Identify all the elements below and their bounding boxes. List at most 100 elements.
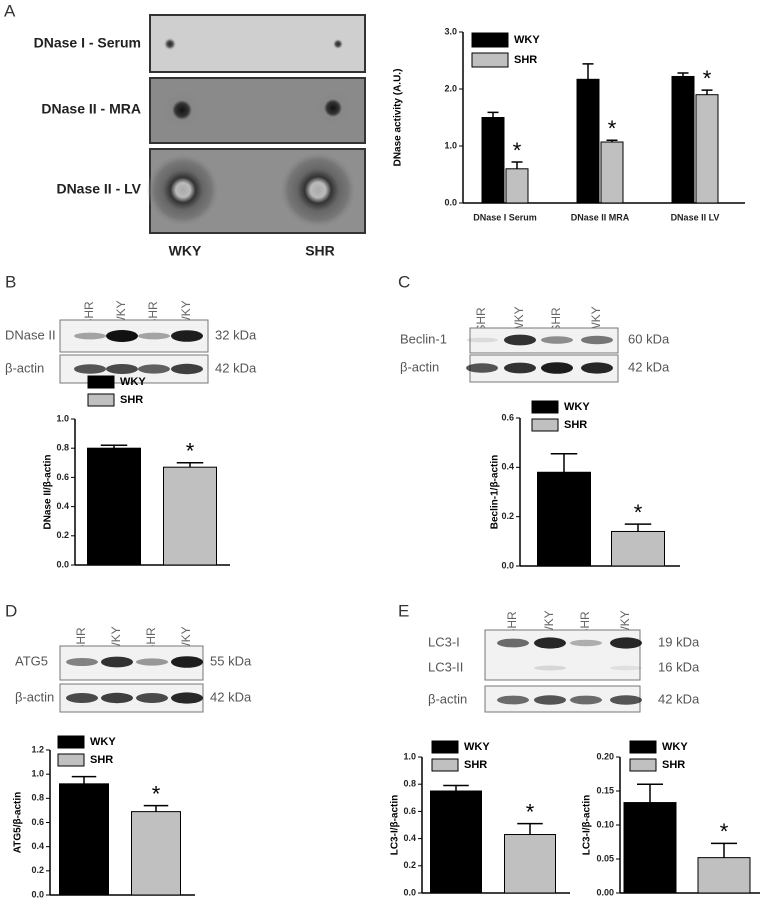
bar xyxy=(695,94,719,204)
y-tick-label: 0.8 xyxy=(56,443,69,453)
y-tick-label: 0.4 xyxy=(31,841,44,851)
y-tick-label: 2.0 xyxy=(444,83,457,93)
blot-box xyxy=(484,629,641,681)
y-tick-label: 0.8 xyxy=(403,779,416,789)
bar xyxy=(505,168,529,204)
y-tick-label: 1.0 xyxy=(56,413,69,423)
significance-star: * xyxy=(186,439,195,464)
blot-kda: 32 kDa xyxy=(215,327,257,342)
y-tick-label: 0.0 xyxy=(403,887,416,897)
error-bar xyxy=(176,462,204,468)
blot-band xyxy=(581,335,613,345)
error-bar xyxy=(582,63,594,80)
legend-swatch xyxy=(57,735,85,749)
blot-band xyxy=(504,362,536,374)
blot-band xyxy=(136,658,168,666)
error-bar xyxy=(143,804,169,812)
lane-label: WKY xyxy=(589,306,603,333)
significance-star: * xyxy=(608,116,617,141)
panel-letter: D xyxy=(5,601,17,620)
blot-band xyxy=(136,693,168,703)
blot-row-label: β-actin xyxy=(428,691,467,706)
blot-kda: 42 kDa xyxy=(210,689,252,704)
blot-band xyxy=(106,364,138,374)
blot-row-label: β-actin xyxy=(400,359,439,374)
blot-band xyxy=(466,337,498,343)
blot-kda: 19 kDa xyxy=(658,634,700,649)
legend-label: SHR xyxy=(514,54,537,66)
bar xyxy=(611,530,665,567)
y-axis-label: Beclin-1/β-actin xyxy=(490,455,501,529)
blot-band xyxy=(171,692,203,704)
significance-star: * xyxy=(720,819,729,844)
y-tick-label: 0.4 xyxy=(56,501,69,511)
y-axis-label: DNase II/β-actin xyxy=(43,454,54,529)
legend-label: WKY xyxy=(464,741,490,753)
y-tick-label: 1.2 xyxy=(31,744,44,754)
bar xyxy=(163,466,217,566)
error-bar xyxy=(711,842,737,858)
blot-kda: 42 kDa xyxy=(658,691,700,706)
blot-band xyxy=(570,695,602,705)
y-tick-label: 0.20 xyxy=(596,751,614,761)
blot-band xyxy=(138,364,170,374)
y-tick-label: 0.8 xyxy=(31,793,44,803)
significance-star: * xyxy=(634,500,643,525)
blot-band xyxy=(171,363,203,375)
y-axis-label: DNase activity (A.U.) xyxy=(393,69,404,167)
y-tick-label: 0.0 xyxy=(31,889,44,899)
gel-row-label: DNase I - Serum xyxy=(34,35,141,51)
blot-band xyxy=(581,362,613,374)
bar xyxy=(87,447,141,566)
error-bar xyxy=(517,822,543,835)
x-tick-label: DNase II MRA xyxy=(571,212,630,222)
gel-spot xyxy=(160,88,204,132)
legend-swatch xyxy=(87,393,115,407)
legend-label: SHR xyxy=(120,394,143,406)
gel-panel-a xyxy=(147,14,366,234)
blot-band xyxy=(74,364,106,374)
significance-star: * xyxy=(703,66,712,91)
blot-row-label: LC3-II xyxy=(428,659,463,674)
error-bar xyxy=(637,783,663,803)
error-bar xyxy=(677,72,689,77)
legend-swatch xyxy=(431,758,459,772)
blot-band xyxy=(101,692,133,704)
panel-letter: B xyxy=(5,272,16,291)
y-tick-label: 0.4 xyxy=(501,462,514,472)
y-axis-label: LC3-I/β-actin xyxy=(582,795,593,856)
blot-band xyxy=(534,695,566,705)
legend-swatch xyxy=(531,400,559,414)
blot-kda: 55 kDa xyxy=(210,653,252,668)
error-bar xyxy=(511,161,523,169)
significance-star: * xyxy=(526,799,535,824)
y-tick-label: 0.05 xyxy=(596,853,614,863)
blot-band xyxy=(504,334,536,346)
significance-star: * xyxy=(513,138,522,163)
y-tick-label: 0.2 xyxy=(56,530,69,540)
blot-band xyxy=(497,695,529,705)
gel-column-label: SHR xyxy=(305,243,335,259)
legend-label: SHR xyxy=(464,759,487,771)
legend-swatch xyxy=(87,375,115,389)
error-bar xyxy=(550,453,578,473)
y-tick-label: 0.2 xyxy=(31,865,44,875)
legend-swatch xyxy=(629,740,657,754)
blot-band xyxy=(610,695,642,705)
legend-label: SHR xyxy=(90,754,113,766)
error-bar xyxy=(606,139,618,143)
legend-label: WKY xyxy=(90,736,116,748)
y-tick-label: 0.6 xyxy=(403,806,416,816)
blot-kda: 42 kDa xyxy=(628,359,670,374)
error-bar xyxy=(701,89,713,95)
blot-row-label: DNase II xyxy=(5,327,56,342)
error-bar xyxy=(71,775,97,784)
blot-band xyxy=(534,637,566,649)
blot-band xyxy=(171,330,203,342)
gel-spot xyxy=(164,38,176,50)
blot-band xyxy=(610,637,642,649)
blot-band xyxy=(541,336,573,344)
lane-label: SHR xyxy=(549,307,563,333)
x-tick-label: DNase I Serum xyxy=(473,212,537,222)
legend-label: WKY xyxy=(514,34,540,46)
